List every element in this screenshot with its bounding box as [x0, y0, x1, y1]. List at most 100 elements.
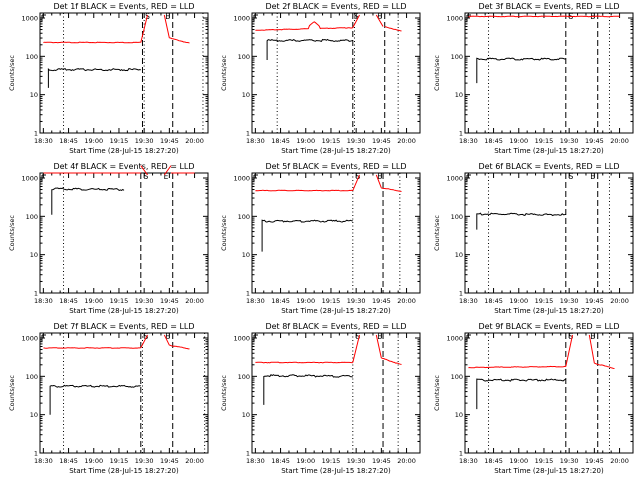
x-tick-label: 19:30: [135, 137, 154, 145]
lld-series-line: [468, 15, 620, 18]
detector-panel: Det 6f BLACK = Events, RED = LLD Counts/s…: [433, 162, 634, 315]
x-tick-label: 18:45: [271, 137, 290, 145]
y-tick-label: 1000: [233, 174, 250, 182]
x-tick-label: 18:45: [59, 457, 78, 465]
lld-series-line: [594, 362, 615, 369]
x-axis-label: Start Time (28-Jul-15 18:27:20): [69, 307, 179, 315]
x-tick-label: 20:00: [397, 457, 416, 465]
x-tick-label: 19:15: [535, 297, 554, 305]
panel-title: Det 4f BLACK = Events, RED = LLD: [53, 162, 194, 171]
x-tick-label: 19:45: [160, 137, 179, 145]
lld-series-line: [169, 37, 190, 44]
y-tick-label: 1: [459, 290, 463, 298]
x-axis-label: Start Time (28-Jul-15 18:27:20): [69, 147, 179, 155]
x-tick-label: 18:30: [246, 297, 265, 305]
y-axis-label: Counts/sec: [220, 55, 228, 91]
x-tick-label: 19:30: [560, 297, 579, 305]
lld-series-line: [255, 361, 353, 364]
end-flag-label: E: [377, 172, 382, 181]
start-flag-label: S: [355, 332, 360, 341]
start-flag-label: S: [143, 172, 148, 181]
lld-series-line: [43, 41, 141, 44]
x-tick-label: 18:45: [59, 297, 78, 305]
y-tick-label: 1: [34, 130, 38, 138]
y-axis-label: Counts/sec: [433, 215, 441, 251]
x-tick-label: 20:00: [185, 457, 204, 465]
x-tick-label: 19:15: [535, 457, 554, 465]
x-tick-label: 20:00: [185, 137, 204, 145]
lld-series-line: [381, 357, 402, 365]
events-series-line: [476, 212, 566, 230]
lld-rise-edge: [140, 14, 149, 43]
start-flag-label: S: [355, 172, 360, 181]
y-axis-label: Counts/sec: [433, 375, 441, 411]
y-tick-label: 1000: [446, 14, 463, 22]
panel-title: Det 9f BLACK = Events, RED = LLD: [478, 322, 619, 331]
y-tick-label: 1: [459, 130, 463, 138]
x-tick-label: 19:00: [509, 457, 528, 465]
x-tick-label: 18:30: [34, 457, 53, 465]
y-tick-label: 10: [242, 91, 250, 99]
x-tick-label: 18:45: [484, 297, 503, 305]
start-flag-label: S: [568, 332, 573, 341]
detector-panel: Det 4f BLACK = Events, RED = LLD Counts/s…: [8, 162, 209, 315]
y-tick-label: 10: [30, 251, 38, 259]
x-tick-label: 20:00: [610, 137, 629, 145]
y-tick-label: 1000: [21, 14, 38, 22]
end-flag-label: E: [165, 12, 170, 21]
panel-title: Det 7f BLACK = Events, RED = LLD: [53, 322, 194, 331]
x-tick-label: 18:30: [246, 457, 265, 465]
end-flag-label: E: [590, 172, 595, 181]
y-tick-label: 10: [455, 251, 463, 259]
lld-series-line: [255, 21, 353, 31]
y-tick-label: 10: [242, 251, 250, 259]
y-tick-label: 1000: [21, 174, 38, 182]
detector-panel: Det 9f BLACK = Events, RED = LLD Counts/s…: [433, 322, 634, 475]
plot-frame: [39, 12, 209, 134]
x-tick-label: 19:00: [296, 137, 315, 145]
y-tick-label: 10: [455, 411, 463, 419]
panel-title: Det 8f BLACK = Events, RED = LLD: [265, 322, 406, 331]
x-tick-label: 18:30: [459, 457, 478, 465]
detector-panel: Det 7f BLACK = Events, RED = LLD Counts/s…: [8, 322, 209, 475]
panel-title: Det 5f BLACK = Events, RED = LLD: [265, 162, 406, 171]
plot-frame: [251, 12, 421, 134]
y-tick-label: 10: [30, 411, 38, 419]
x-tick-label: 19:30: [135, 457, 154, 465]
y-tick-label: 100: [26, 373, 38, 381]
y-tick-label: 10: [242, 411, 250, 419]
y-axis-label: Counts/sec: [220, 215, 228, 251]
y-tick-label: 1: [459, 450, 463, 458]
x-axis-label: Start Time (28-Jul-15 18:27:20): [281, 467, 391, 475]
x-tick-label: 19:30: [347, 137, 366, 145]
plot-frame: [39, 172, 209, 294]
y-tick-label: 100: [451, 213, 463, 221]
x-tick-label: 19:45: [585, 297, 604, 305]
y-tick-label: 10: [455, 91, 463, 99]
y-tick-label: 1000: [233, 334, 250, 342]
y-axis-label: Counts/sec: [8, 215, 16, 251]
lld-rise-edge: [352, 334, 361, 363]
end-flag-label: E: [590, 332, 595, 341]
y-axis-label: Counts/sec: [8, 375, 16, 411]
x-axis-label: Start Time (28-Jul-15 18:27:20): [69, 467, 179, 475]
x-tick-label: 18:45: [484, 457, 503, 465]
y-tick-label: 1: [246, 130, 250, 138]
x-tick-label: 18:45: [271, 297, 290, 305]
x-tick-label: 19:45: [160, 297, 179, 305]
lld-series-line: [169, 344, 190, 350]
y-tick-label: 1000: [446, 174, 463, 182]
panel-title: Det 1f BLACK = Events, RED = LLD: [53, 2, 194, 11]
lld-fall-edge: [375, 14, 384, 27]
detector-panel: Det 8f BLACK = Events, RED = LLD Counts/s…: [220, 322, 421, 475]
plot-frame: [464, 172, 634, 294]
events-series-line: [476, 378, 566, 410]
y-axis-label: Counts/sec: [433, 55, 441, 91]
x-tick-label: 19:15: [110, 457, 129, 465]
panel-title: Det 3f BLACK = Events, RED = LLD: [478, 2, 619, 11]
y-tick-label: 100: [26, 53, 38, 61]
lld-rise-edge: [352, 14, 360, 28]
events-series-line: [51, 187, 125, 215]
detector-panel: Det 5f BLACK = Events, RED = LLD Counts/s…: [220, 162, 421, 315]
